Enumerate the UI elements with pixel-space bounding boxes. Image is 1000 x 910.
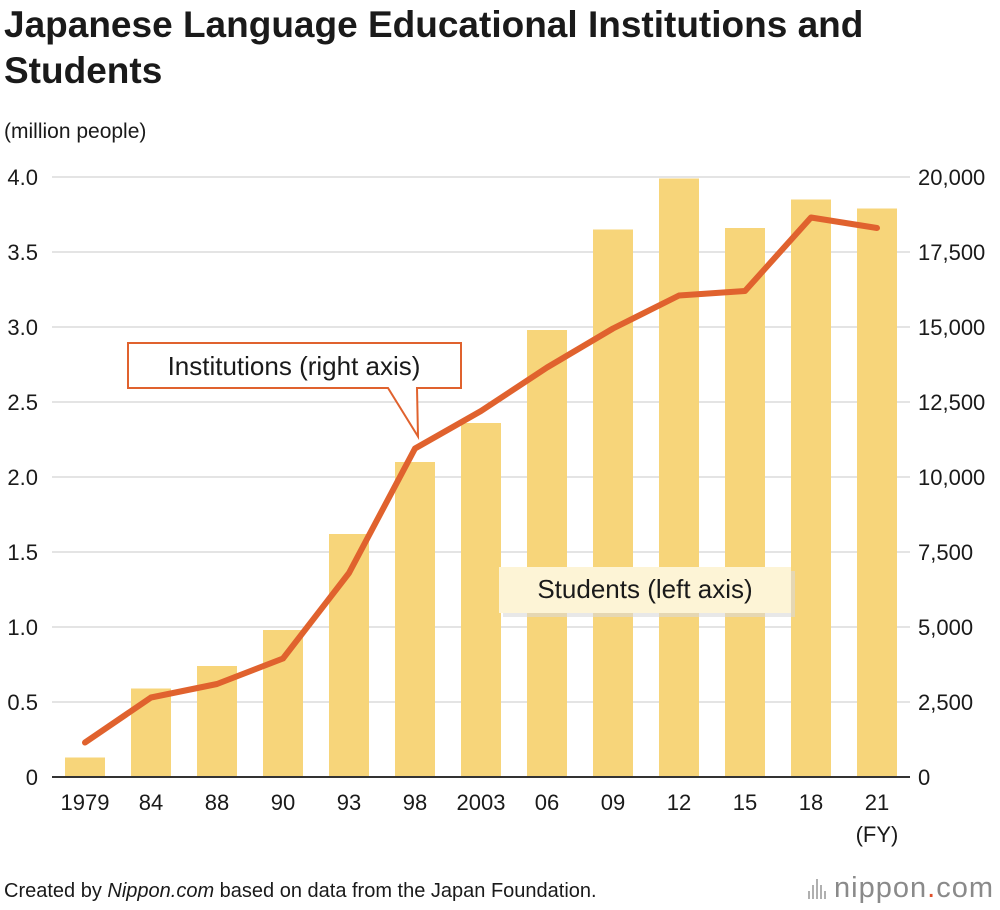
logo-tld: com [936,872,994,904]
right-axis-tick-label: 20,000 [918,165,985,190]
chart-area: 0 0 0.5 2,500 1.0 5,000 1.5 7,500 2.0 10,000 2.5 12… [7,165,985,847]
institutions-callout-box [127,342,462,441]
bar-students [659,178,699,777]
left-axis-tick-label: 3.0 [7,315,38,340]
institutions-callout-label: Institutions (right axis) [168,351,421,381]
x-axis-tick-label: 84 [139,790,163,815]
bar-students [461,423,501,777]
x-axis-tick-label: 12 [667,790,691,815]
x-axis-tick-label: 88 [205,790,229,815]
x-axis-tick-label: 15 [733,790,757,815]
logo-main-text: nippon [834,872,928,904]
sound-wave-icon [808,878,827,899]
bar-students [263,630,303,777]
x-axis-tick-label: 98 [403,790,427,815]
x-axis-tick-label: 2003 [457,790,506,815]
line-institutions [82,214,880,746]
x-axis-tick-label: 18 [799,790,823,815]
left-axis-tick-label: 2.5 [7,390,38,415]
right-axis-tick-label: 10,000 [918,465,985,490]
left-axis-tick-label: 3.5 [7,240,38,265]
students-label-box [499,567,791,613]
bar-students [131,688,171,777]
bar-students [857,208,897,777]
chart-title: Japanese Language Educational Institutio… [4,4,864,91]
students-label: Students (left axis) [537,574,752,604]
credit-prefix: Created by [4,880,108,902]
right-axis-tick-label: 17,500 [918,240,985,265]
right-axis-tick-label: 12,500 [918,390,985,415]
bar-students [791,199,831,777]
right-axis-tick-label: 2,500 [918,690,973,715]
logo-dot: . [927,872,937,904]
x-axis-tick-label: 06 [535,790,559,815]
right-axis-tick-label: 15,000 [918,315,985,340]
right-axis-tick-label: 7,500 [918,540,973,565]
left-axis-tick-label: 2.0 [7,465,38,490]
nippon-logo: nippon. com [808,872,994,905]
left-axis-unit-label: (million people) [4,120,147,143]
x-axis-tick-label: 09 [601,790,625,815]
bar-students [395,462,435,777]
x-axis-tick-label: 21 [865,790,889,815]
bar-students [725,228,765,777]
left-axis-tick-label: 4.0 [7,165,38,190]
left-axis-tick-label: 0.5 [7,690,38,715]
left-axis-tick-label: 1.0 [7,615,38,640]
bar-students [527,330,567,777]
x-axis-tick-label: 93 [337,790,361,815]
credit-suffix: based on data from the Japan Foundation. [214,880,597,902]
source-credit: Created by Nippon.com based on data from… [4,880,597,903]
x-axis-tick-label: 1979 [61,790,110,815]
x-axis-unit-label: (FY) [856,822,899,847]
right-axis-tick-label: 5,000 [918,615,973,640]
left-axis-tick-label: 1.5 [7,540,38,565]
right-axis-tick-label: 0 [918,765,930,790]
bar-students [593,229,633,777]
credit-site: Nippon.com [107,880,215,902]
left-axis-tick-label: 0 [26,765,38,790]
x-axis-tick-label: 90 [271,790,295,815]
bar-students [65,757,105,777]
